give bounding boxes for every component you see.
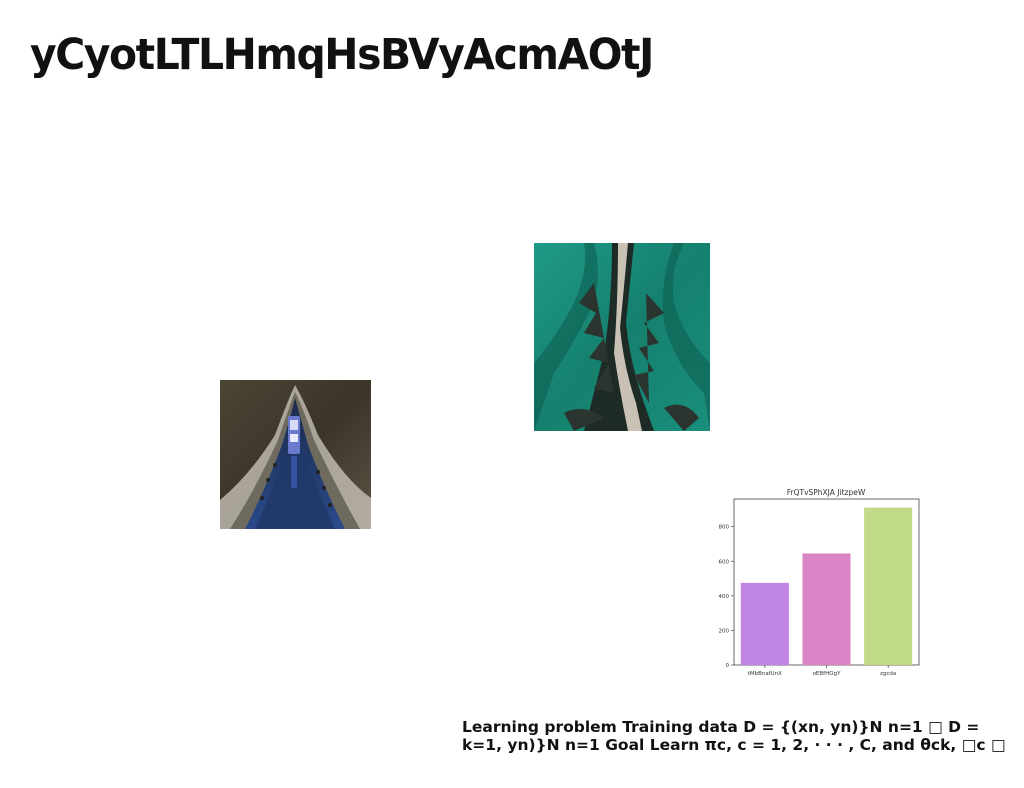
caption-text: Learning problem Training data D = {(xn,…	[462, 718, 1022, 754]
bar-oEBfHOgY	[802, 553, 851, 665]
page-title: yCyotLTLHmqHsBVyAcmAOtJ	[30, 30, 654, 80]
y-tick-label: 400	[719, 594, 730, 600]
x-tick-label: tMbBnafUnX	[748, 671, 782, 677]
bar-tMbBnafUnX	[740, 582, 789, 665]
x-tick-label: oEBfHOgY	[813, 671, 842, 677]
x-tick-label: zgcda	[880, 671, 896, 677]
caption-line-2: k=1, yn)}N n=1 Goal Learn πc, c = 1, 2, …	[462, 736, 1006, 754]
bar-zgcda	[864, 507, 913, 665]
y-tick-label: 600	[719, 559, 730, 565]
y-tick-label: 800	[719, 525, 730, 531]
bar-chart: FrQTvSPhXJA JitzpeW 0 200 400 600 800 tMbBnaf…	[719, 488, 920, 677]
green-ridge-photo	[534, 243, 710, 431]
y-tick-label: 200	[719, 628, 730, 634]
river-boat-photo	[220, 380, 371, 529]
caption-line-1: Learning problem Training data D = {(xn,…	[462, 718, 980, 736]
chart-title: FrQTvSPhXJA JitzpeW	[787, 488, 866, 497]
y-tick-label: 0	[726, 663, 730, 669]
